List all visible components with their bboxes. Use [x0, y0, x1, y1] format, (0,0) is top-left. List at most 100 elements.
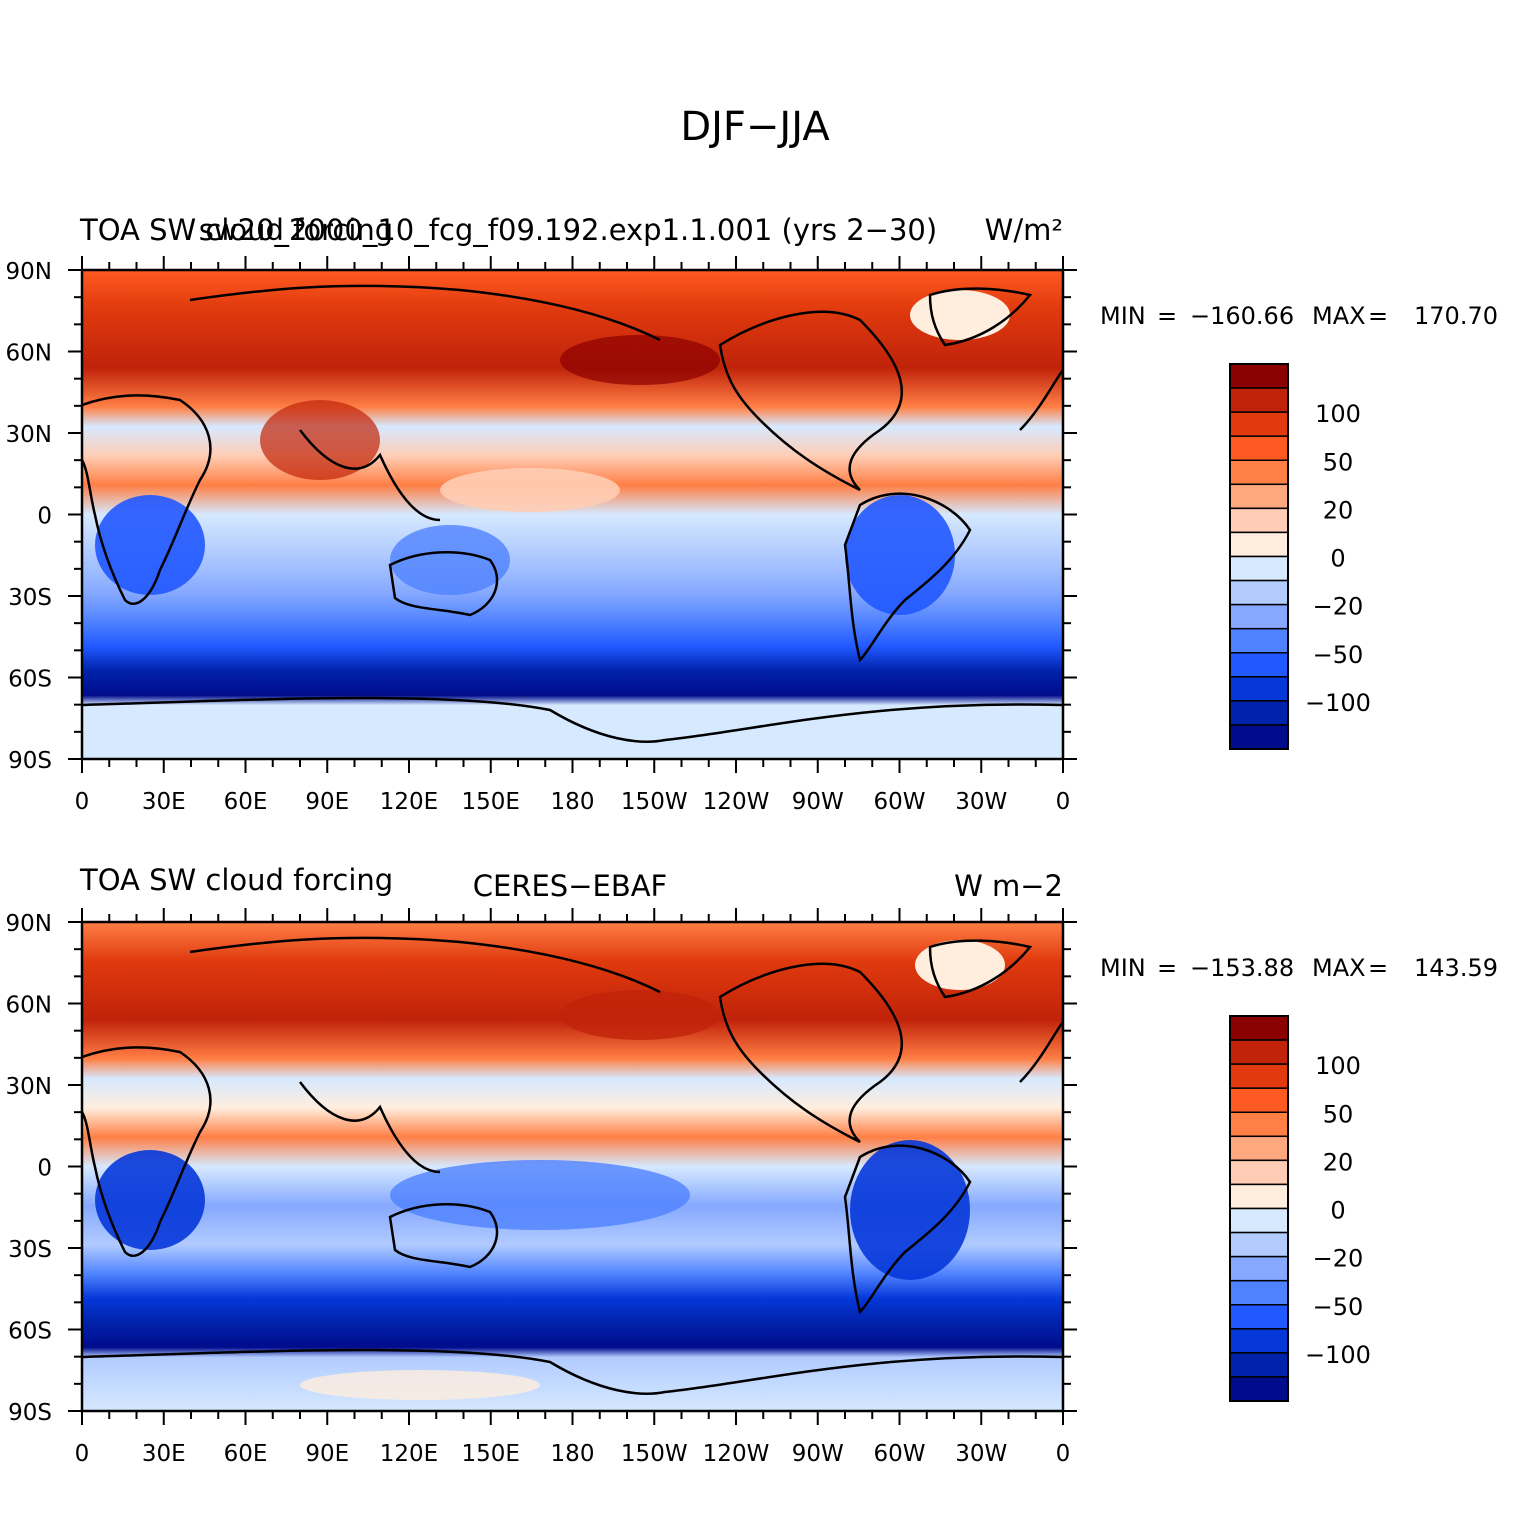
- x-tick-label: 60E: [224, 1441, 268, 1467]
- coastlines: [80, 936, 1064, 1395]
- colorbar-swatch: [1229, 676, 1289, 702]
- colorbar-label: 20: [1323, 1148, 1354, 1176]
- x-tick-label: 0: [1056, 1441, 1071, 1467]
- minmax-equals: =: [1368, 302, 1388, 330]
- x-tick-label: 0: [75, 789, 90, 815]
- x-tick-label: 90E: [305, 1441, 349, 1467]
- colorbar-label: 100: [1315, 1052, 1361, 1080]
- colorbar-swatch: [1229, 507, 1289, 534]
- panel-title-left: TOA SW cloud forcing: [79, 863, 393, 897]
- colorbar-swatch: [1229, 1279, 1289, 1306]
- colorbar-swatch: [1229, 603, 1289, 630]
- colorbar-swatch: [1229, 1376, 1289, 1402]
- y-tick-label: 90S: [8, 1400, 52, 1426]
- x-tick-label: 180: [551, 789, 595, 815]
- minmax-min-value: −160.66: [1190, 302, 1294, 330]
- x-tick-label: 90E: [305, 789, 349, 815]
- panel-title-left: TOA SW cloud forcing: [79, 213, 393, 247]
- axis-ticks: 0 30E 60E 90E 120E 150E 180 150W 120W 90W 60W 30W 09…: [6, 908, 1077, 1467]
- colorbar: 100 50 20 0 −20 −50 −100: [1229, 1015, 1371, 1402]
- y-tick-label: 30N: [6, 422, 52, 448]
- panel-model: TOA SW cloud forcing sw20_2000_10_fcg_f0…: [6, 213, 1498, 815]
- x-tick-label: 60W: [873, 789, 925, 815]
- x-tick-label: 150E: [462, 1441, 520, 1467]
- colorbar-swatch: [1229, 1231, 1289, 1258]
- main-title: DJF−JJA: [680, 104, 830, 150]
- colorbar-label: 50: [1323, 1100, 1354, 1128]
- x-tick-label: 0: [1056, 789, 1071, 815]
- x-tick-label: 150E: [462, 789, 520, 815]
- x-tick-label: 60E: [224, 789, 268, 815]
- colorbar-swatch: [1229, 1304, 1289, 1330]
- colorbar-swatch: [1229, 579, 1289, 606]
- colorbar-label: 20: [1323, 496, 1354, 524]
- x-tick-label: 120E: [380, 1441, 438, 1467]
- y-tick-label: 90N: [6, 911, 52, 937]
- colorbar-swatch: [1229, 1063, 1289, 1089]
- y-tick-label: 90S: [8, 748, 52, 774]
- y-tick-label: 60N: [6, 993, 52, 1019]
- x-tick-label: 150W: [621, 789, 688, 815]
- x-tick-label: 30W: [955, 789, 1007, 815]
- colorbar-swatch: [1229, 1207, 1289, 1234]
- colorbar-swatch: [1229, 1183, 1289, 1210]
- y-tick-label: 30S: [8, 1237, 52, 1263]
- y-tick-label: 90N: [6, 259, 52, 285]
- colorbar: 100 50 20 0 −20 −50 −100: [1229, 363, 1371, 750]
- y-tick-label: 60S: [8, 1319, 52, 1345]
- coastlines: [80, 284, 1064, 743]
- colorbar-label: 50: [1323, 448, 1354, 476]
- anomaly-blobs: [95, 290, 1010, 615]
- y-tick-label: 0: [37, 1156, 52, 1182]
- colorbar-swatch: [1229, 1039, 1289, 1065]
- y-tick-label: 60S: [8, 667, 52, 693]
- colorbar-label: −20: [1313, 593, 1364, 621]
- colorbar-swatch: [1229, 1328, 1289, 1354]
- panel-obs: TOA SW cloud forcing CERES−EBAF W m−2 0 3…: [6, 863, 1498, 1467]
- colorbar-swatch: [1229, 627, 1289, 654]
- y-tick-label: 0: [37, 504, 52, 530]
- minmax-equals: =: [1157, 954, 1177, 982]
- x-tick-label: 180: [551, 1441, 595, 1467]
- minmax-equals: =: [1157, 302, 1177, 330]
- minmax-equals: =: [1368, 954, 1388, 982]
- x-tick-label: 30W: [955, 1441, 1007, 1467]
- y-tick-label: 30N: [6, 1074, 52, 1100]
- minmax-max-value: 143.59: [1414, 954, 1498, 982]
- colorbar-swatch: [1229, 411, 1289, 437]
- x-tick-label: 30E: [142, 789, 186, 815]
- colorbar-swatch: [1229, 1111, 1289, 1138]
- colorbar-label: 100: [1315, 400, 1361, 428]
- colorbar-swatch: [1229, 652, 1289, 678]
- colorbar-swatch: [1229, 1159, 1289, 1186]
- colorbar-swatch: [1229, 1015, 1289, 1041]
- colorbar-swatch: [1229, 435, 1289, 461]
- x-tick-label: 90W: [792, 789, 844, 815]
- x-tick-label: 30E: [142, 1441, 186, 1467]
- colorbar-swatch: [1229, 555, 1289, 582]
- colorbar-swatch: [1229, 531, 1289, 558]
- x-tick-label: 120E: [380, 789, 438, 815]
- panel-units: W/m²: [985, 213, 1063, 247]
- colorbar-swatch: [1229, 459, 1289, 486]
- x-tick-label: 120W: [703, 789, 770, 815]
- minmax-max-label: MAX: [1312, 302, 1366, 330]
- colorbar-label: 0: [1330, 545, 1345, 573]
- minmax-max-label: MAX: [1312, 954, 1366, 982]
- colorbar-label: 0: [1330, 1197, 1345, 1225]
- colorbar-label: −100: [1305, 1341, 1371, 1369]
- colorbar-swatch: [1229, 1087, 1289, 1113]
- x-tick-label: 150W: [621, 1441, 688, 1467]
- y-tick-label: 60N: [6, 341, 52, 367]
- panel-title-center: CERES−EBAF: [473, 869, 668, 903]
- panel-units: W m−2: [954, 869, 1063, 903]
- colorbar-label: −50: [1313, 1293, 1364, 1321]
- y-tick-label: 30S: [8, 585, 52, 611]
- colorbar-swatch: [1229, 387, 1289, 413]
- colorbar-swatch: [1229, 483, 1289, 510]
- colorbar-label: −50: [1313, 641, 1364, 669]
- colorbar-frame: [1229, 363, 1289, 750]
- x-tick-label: 60W: [873, 1441, 925, 1467]
- colorbar-label: −20: [1313, 1245, 1364, 1273]
